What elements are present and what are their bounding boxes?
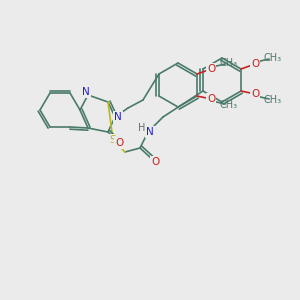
Text: O: O: [251, 89, 259, 99]
Text: CH₃: CH₃: [220, 58, 238, 68]
Text: O: O: [207, 94, 215, 104]
Text: O: O: [207, 64, 215, 74]
Text: CH₃: CH₃: [220, 100, 238, 110]
Text: S: S: [110, 135, 116, 145]
Text: CH₃: CH₃: [264, 53, 282, 63]
Text: N: N: [146, 127, 154, 137]
Text: N: N: [114, 112, 122, 122]
Text: O: O: [151, 157, 159, 167]
Text: O: O: [251, 59, 259, 69]
Text: H: H: [138, 123, 146, 133]
Text: CH₃: CH₃: [264, 95, 282, 105]
Text: O: O: [115, 138, 123, 148]
Text: N: N: [82, 87, 90, 97]
